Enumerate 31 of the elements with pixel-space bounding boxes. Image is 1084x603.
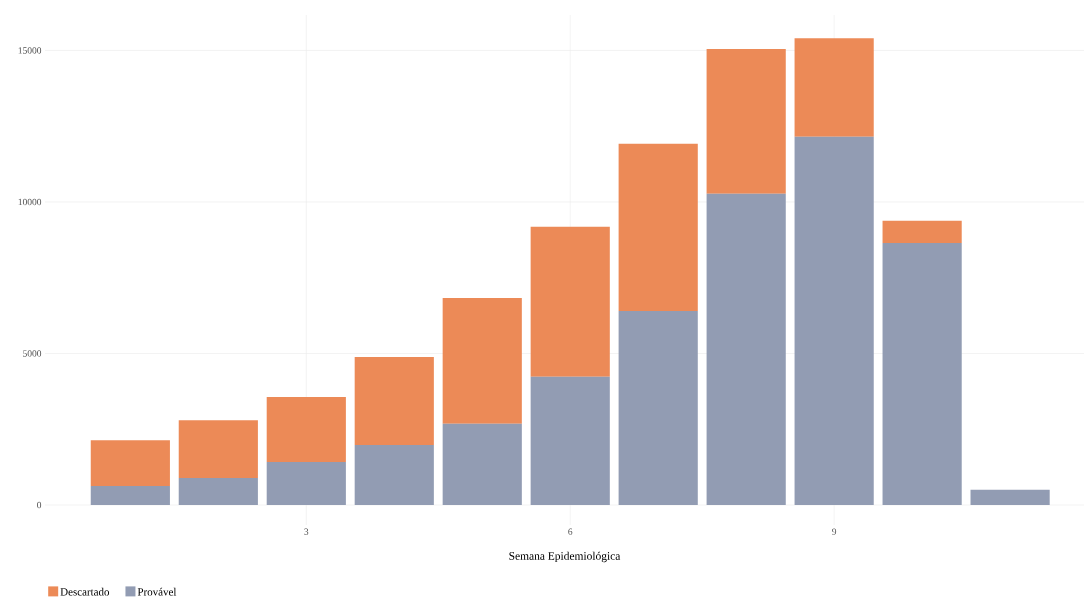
y-tick-label: 10000: [18, 198, 42, 206]
bar: [354, 357, 434, 445]
legend-label: Descartado: [60, 587, 110, 596]
bar: [706, 193, 786, 505]
bar: [794, 38, 874, 137]
bar: [354, 445, 434, 505]
bar: [266, 461, 346, 505]
bar: [618, 311, 698, 505]
y-tick-label: 5000: [23, 350, 42, 357]
x-tick-label: 3: [304, 528, 309, 535]
bar: [882, 220, 962, 243]
legend-label: Provável: [137, 587, 177, 596]
x-axis-title: Semana Epidemiológica: [509, 551, 621, 563]
bar: [530, 226, 610, 377]
bar: [882, 242, 962, 505]
bar: [442, 298, 522, 424]
bar: [618, 143, 698, 312]
y-tick-label: 15000: [18, 47, 42, 54]
bar: [442, 423, 522, 505]
bar: [706, 48, 786, 194]
x-tick-label: 9: [832, 528, 837, 535]
bar: [178, 420, 258, 479]
bar: [90, 440, 170, 486]
bar: [178, 478, 258, 505]
bar: [530, 376, 610, 505]
bar: [266, 397, 346, 462]
y-tick-label: 0: [37, 501, 42, 509]
bar: [90, 485, 170, 505]
bar: [970, 489, 1050, 505]
bar: [794, 136, 874, 505]
x-tick-label: 6: [568, 528, 573, 535]
